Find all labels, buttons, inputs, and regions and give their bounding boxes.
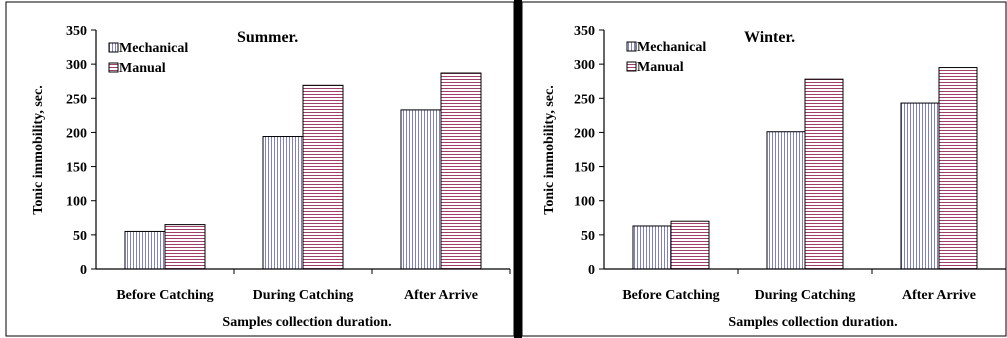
x-axis-label: Samples collection duration. — [728, 315, 897, 330]
x-tick-label: During Catching — [253, 288, 354, 303]
legend-label-manual: Manual — [119, 61, 166, 76]
y-tick-label: 150 — [66, 161, 87, 176]
chart-winter: Winter. Tonic immobility, sec. Samples c… — [521, 1, 1007, 337]
y-tick-label: 250 — [66, 92, 87, 107]
y-tick-label: 100 — [66, 195, 87, 210]
bar-mechanical — [262, 136, 304, 270]
legend-swatch-manual — [108, 62, 119, 73]
y-tick-label: 250 — [574, 92, 595, 107]
x-tick-label: Before Catching — [622, 288, 719, 303]
x-tick-label: Before Catching — [116, 288, 213, 303]
y-tick-label: 50 — [73, 229, 87, 244]
y-ticks: 0 50 100 150 200 250 300 350 — [66, 24, 96, 278]
axes — [603, 30, 1006, 270]
y-axis-label: Tonic immobility, sec. — [542, 85, 557, 214]
bar-manual — [164, 224, 206, 270]
panel-divider — [514, 0, 522, 338]
legend-swatch-manual — [626, 61, 637, 72]
bar-mechanical — [124, 230, 166, 270]
legend: Mechanical Manual — [626, 40, 706, 75]
x-tick-labels: Before Catching During Catching After Arri… — [622, 269, 1007, 303]
bar-manual — [670, 220, 710, 270]
y-tick-label: 0 — [588, 263, 595, 278]
legend: Mechanical Manual — [108, 41, 188, 76]
bar-mechanical — [400, 109, 442, 270]
bar-manual — [440, 72, 482, 270]
y-tick-label: 100 — [574, 195, 595, 210]
legend-label-mechanical: Mechanical — [119, 41, 188, 56]
bar-manual — [302, 84, 344, 270]
y-tick-label: 50 — [581, 229, 595, 244]
y-tick-label: 300 — [66, 58, 87, 73]
y-ticks: 0 50 100 150 200 250 300 350 — [574, 24, 604, 278]
chart-title: Summer. — [237, 29, 298, 46]
bars — [632, 67, 978, 270]
x-tick-label: After Arrive — [902, 288, 976, 303]
chart-title: Winter. — [744, 29, 795, 46]
y-tick-label: 200 — [66, 126, 87, 141]
bar-mechanical — [632, 225, 672, 270]
axes — [95, 30, 510, 270]
chart-summer: Summer. Tonic immobility, sec. Samples c… — [5, 1, 515, 337]
y-tick-label: 200 — [574, 126, 595, 141]
x-axis-label: Samples collection duration. — [222, 315, 391, 330]
legend-swatch-mechanical — [108, 42, 119, 53]
y-tick-label: 300 — [574, 58, 595, 73]
x-tick-labels: Before Catching During Catching After Arri… — [116, 269, 511, 303]
bar-mechanical — [900, 102, 940, 270]
y-tick-label: 0 — [80, 263, 87, 278]
y-tick-label: 350 — [66, 24, 87, 39]
y-tick-label: 350 — [574, 24, 595, 39]
bar-mechanical — [766, 131, 806, 270]
y-tick-label: 150 — [574, 161, 595, 176]
bars — [124, 72, 482, 270]
x-tick-label: During Catching — [755, 288, 856, 303]
y-axis-label: Tonic immobility, sec. — [31, 85, 46, 214]
bar-manual — [938, 67, 978, 270]
legend-label-mechanical: Mechanical — [637, 40, 706, 55]
x-tick-label: After Arrive — [404, 288, 478, 303]
legend-swatch-mechanical — [626, 41, 637, 52]
bar-manual — [804, 78, 844, 270]
legend-label-manual: Manual — [637, 60, 684, 75]
